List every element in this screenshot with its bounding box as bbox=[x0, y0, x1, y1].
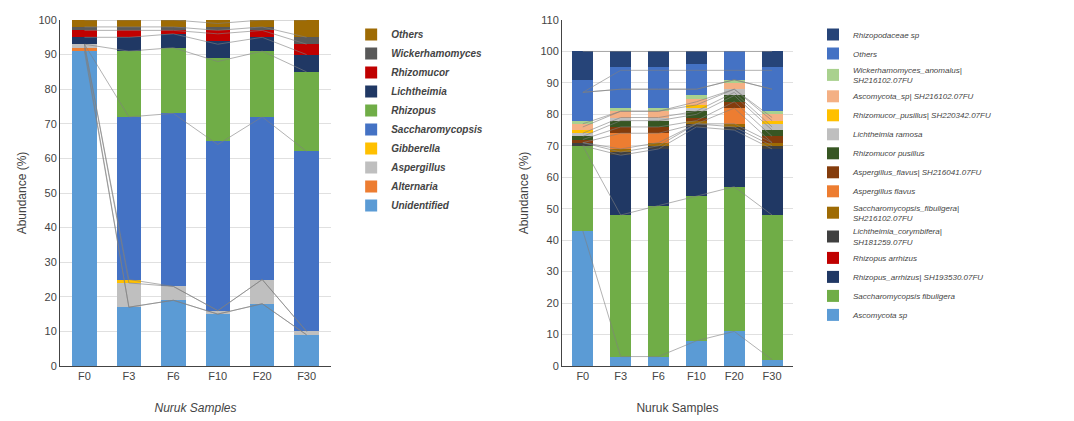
svg-text:F6: F6 bbox=[167, 370, 180, 382]
svg-text:20: 20 bbox=[45, 291, 57, 303]
svg-text:F3: F3 bbox=[614, 370, 627, 382]
svg-text:Rhizomucor_pusillus| SH220342.: Rhizomucor_pusillus| SH220342.07FU bbox=[853, 111, 991, 120]
svg-text:Ascomycota sp: Ascomycota sp bbox=[852, 311, 908, 320]
svg-text:Saccharomycopsis: Saccharomycopsis bbox=[391, 124, 483, 135]
svg-text:Nuruk Samples: Nuruk Samples bbox=[636, 401, 718, 415]
svg-text:Rhizopus arrhizus: Rhizopus arrhizus bbox=[853, 254, 917, 263]
svg-text:Lichtheimia: Lichtheimia bbox=[391, 86, 447, 97]
svg-text:60: 60 bbox=[45, 152, 57, 164]
svg-text:Others: Others bbox=[391, 29, 424, 40]
svg-text:Saccharomycopsis_fibuligera|SH: Saccharomycopsis_fibuligera|SH216102.07F… bbox=[853, 204, 959, 223]
svg-text:100: 100 bbox=[38, 14, 56, 26]
svg-text:F30: F30 bbox=[297, 370, 316, 382]
svg-text:Abundance (%): Abundance (%) bbox=[517, 152, 531, 235]
svg-text:F0: F0 bbox=[78, 370, 91, 382]
svg-text:Aspergillus_flavus| SH216041.0: Aspergillus_flavus| SH216041.07FU bbox=[852, 168, 982, 177]
svg-text:110: 110 bbox=[541, 14, 559, 26]
svg-text:Rhizopus_arrhizus| SH193530.07: Rhizopus_arrhizus| SH193530.07FU bbox=[853, 273, 983, 282]
svg-text:Ascomycota_sp| SH216102.07FU: Ascomycota_sp| SH216102.07FU bbox=[852, 92, 974, 101]
svg-text:F20: F20 bbox=[725, 370, 744, 382]
svg-text:Rhizomucor pusillus: Rhizomucor pusillus bbox=[853, 149, 925, 158]
svg-text:50: 50 bbox=[547, 203, 559, 215]
svg-text:10: 10 bbox=[45, 325, 57, 337]
svg-text:Lichtheimia_corymbifera|SH1812: Lichtheimia_corymbifera|SH181259.07FU bbox=[853, 227, 942, 246]
svg-text:Rhizopus: Rhizopus bbox=[391, 105, 436, 116]
svg-text:30: 30 bbox=[45, 256, 57, 268]
svg-text:50: 50 bbox=[45, 187, 57, 199]
svg-text:Wickerhamomyces: Wickerhamomyces bbox=[391, 48, 482, 59]
svg-text:90: 90 bbox=[45, 48, 57, 60]
svg-text:Lichtheimia ramosa: Lichtheimia ramosa bbox=[853, 130, 923, 139]
svg-text:Saccharomycopsis fibuligera: Saccharomycopsis fibuligera bbox=[853, 292, 955, 301]
svg-text:0: 0 bbox=[553, 360, 559, 372]
svg-text:Wickerhamomyces_anomalus|SH216: Wickerhamomyces_anomalus|SH216102.07FU bbox=[853, 66, 962, 85]
svg-text:70: 70 bbox=[45, 118, 57, 130]
svg-text:F6: F6 bbox=[652, 370, 665, 382]
svg-text:100: 100 bbox=[540, 45, 558, 57]
svg-text:Aspergillus: Aspergillus bbox=[390, 162, 446, 173]
svg-text:20: 20 bbox=[547, 297, 559, 309]
svg-text:70: 70 bbox=[547, 140, 559, 152]
svg-text:Rhizomucor: Rhizomucor bbox=[391, 67, 450, 78]
svg-text:Alternaria: Alternaria bbox=[390, 181, 438, 192]
svg-text:Unidentified: Unidentified bbox=[391, 200, 450, 211]
svg-text:90: 90 bbox=[547, 77, 559, 89]
svg-text:40: 40 bbox=[547, 234, 559, 246]
svg-text:F0: F0 bbox=[576, 370, 589, 382]
svg-text:10: 10 bbox=[547, 328, 559, 340]
svg-text:Others: Others bbox=[853, 50, 877, 59]
svg-text:Aspergillus flavus: Aspergillus flavus bbox=[852, 187, 915, 196]
svg-text:F30: F30 bbox=[763, 370, 782, 382]
svg-text:F20: F20 bbox=[253, 370, 272, 382]
svg-text:80: 80 bbox=[45, 83, 57, 95]
svg-text:F3: F3 bbox=[122, 370, 135, 382]
svg-text:60: 60 bbox=[547, 171, 559, 183]
svg-text:40: 40 bbox=[45, 221, 57, 233]
svg-text:F10: F10 bbox=[208, 370, 227, 382]
svg-text:Abundance (%): Abundance (%) bbox=[15, 152, 29, 235]
svg-text:Rhizopodaceae sp: Rhizopodaceae sp bbox=[853, 31, 920, 40]
svg-text:0: 0 bbox=[51, 360, 57, 372]
svg-text:80: 80 bbox=[547, 108, 559, 120]
svg-text:30: 30 bbox=[547, 265, 559, 277]
svg-text:F10: F10 bbox=[687, 370, 706, 382]
svg-text:Gibberella: Gibberella bbox=[391, 143, 440, 154]
svg-text:Nuruk Samples: Nuruk Samples bbox=[155, 401, 237, 415]
